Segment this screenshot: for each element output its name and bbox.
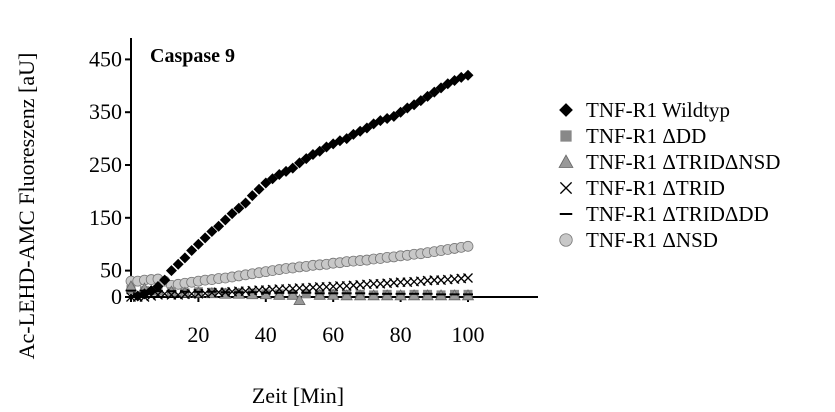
y-axis-label: Ac-LEHD-AMC Fluoreszenz [aU] (14, 53, 39, 360)
legend-label: TNF-R1 ΔTRIDΔDD (586, 202, 769, 226)
data-point-triangle (407, 289, 421, 301)
x-tick-label: 40 (255, 322, 277, 347)
data-point-diamond (159, 274, 171, 286)
x-tick-label: 60 (322, 322, 344, 347)
data-point-triangle (380, 289, 394, 301)
legend-label: TNF-R1 ΔTRID (586, 176, 725, 200)
y-tick-label: 350 (89, 99, 122, 124)
legend-label: TNF-R1 ΔNSD (586, 228, 718, 252)
data-point-cross (463, 273, 473, 283)
legend-label: TNF-R1 Wildtyp (586, 98, 730, 122)
data-point-triangle (394, 289, 407, 301)
data-marks (124, 69, 475, 305)
legend-label: TNF-R1 ΔDD (586, 124, 706, 148)
data-point-diamond (199, 232, 211, 244)
data-point-diamond (179, 252, 191, 264)
data-point-diamond (240, 197, 252, 209)
y-tick-label: 450 (89, 46, 122, 71)
data-point-diamond (219, 214, 231, 226)
data-point-square (301, 289, 311, 299)
data-point-triangle (327, 288, 340, 300)
x-tick-label: 100 (452, 322, 485, 347)
ticks: 050 150 250 350 450 20 40 60 80 100 (89, 46, 485, 347)
data-point-diamond (192, 238, 204, 250)
data-point-diamond (246, 190, 258, 202)
y-tick-label: 50 (100, 258, 122, 283)
data-point-diamond (213, 220, 225, 232)
data-point-triangle (313, 288, 326, 300)
legend-marker-square (560, 130, 572, 142)
x-tick-label: 20 (187, 322, 209, 347)
legend-marker-cross (559, 181, 573, 195)
data-point-diamond (165, 265, 177, 277)
data-point-diamond (462, 69, 474, 81)
legend-label: TNF-R1 ΔTRIDΔNSD (586, 150, 780, 174)
y-tick-label: 250 (89, 152, 122, 177)
x-tick-label: 80 (390, 322, 412, 347)
x-axis-label: Zeit [Min] (252, 383, 344, 408)
data-point-diamond (186, 245, 198, 257)
data-point-diamond (152, 280, 164, 292)
data-point-triangle (353, 289, 367, 301)
data-point-diamond (354, 125, 366, 137)
legend-marker-diamond (559, 103, 573, 117)
data-point-diamond (226, 208, 238, 220)
data-point-triangle (421, 289, 434, 301)
y-tick-label: 0 (111, 284, 122, 309)
data-point-triangle (293, 293, 306, 305)
y-tick-label: 150 (89, 205, 122, 230)
chart-title: Caspase 9 (150, 45, 235, 67)
data-point-diamond (253, 183, 265, 195)
data-point-diamond (233, 202, 245, 214)
data-point-diamond (172, 258, 184, 270)
legend-marker-triangle (558, 154, 574, 168)
data-point-diamond (206, 226, 218, 238)
data-point-diamond (287, 162, 299, 174)
data-point-triangle (367, 289, 380, 301)
data-point-triangle (286, 288, 299, 300)
data-point-circle (462, 240, 474, 252)
legend-marker-circle (559, 233, 573, 247)
data-point-triangle (340, 289, 353, 301)
